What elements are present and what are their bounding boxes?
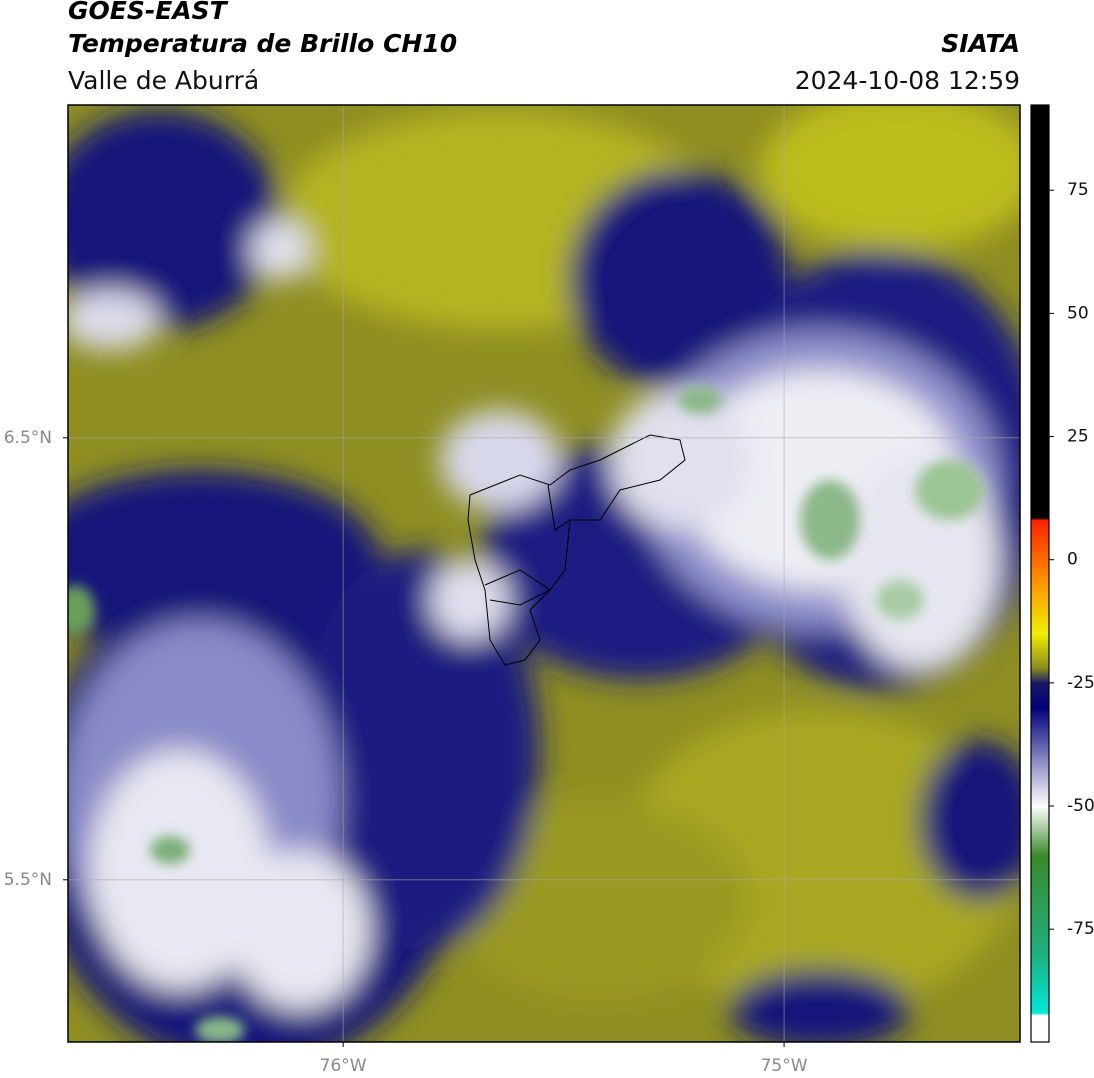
colorbar-tick-label: 75 bbox=[1067, 180, 1089, 200]
colorbar-segment bbox=[1031, 953, 1049, 1014]
x-tick-label: 75°W bbox=[761, 1056, 808, 1076]
satellite-image bbox=[68, 105, 1020, 1042]
colorbar-segment bbox=[1031, 806, 1049, 856]
colorbar bbox=[1031, 105, 1054, 1043]
colorbar-tick-label: 0 bbox=[1067, 550, 1078, 570]
colorbar-tick-label: 50 bbox=[1067, 303, 1089, 323]
source: SIATA bbox=[941, 29, 1020, 58]
colorbar-segment bbox=[1031, 682, 1049, 708]
colorbar-segment bbox=[1031, 105, 1049, 519]
y-tick-label: 6.5°N bbox=[4, 428, 52, 448]
colorbar-segment bbox=[1031, 633, 1049, 669]
colorbar-tick-label: -50 bbox=[1067, 796, 1094, 816]
colorbar-segment bbox=[1031, 756, 1049, 807]
datetime: 2024-10-08 12:59 bbox=[795, 66, 1020, 95]
aburra-boundary bbox=[467, 434, 686, 666]
colorbar-segment bbox=[1031, 707, 1049, 758]
grid bbox=[63, 105, 1020, 1047]
colorbar-segment bbox=[1031, 584, 1049, 635]
municipal-line bbox=[484, 569, 551, 606]
colorbar-segment bbox=[1031, 1015, 1049, 1043]
colorbar-segment bbox=[1031, 855, 1049, 955]
title: GOES-EAST bbox=[68, 0, 229, 25]
region: Valle de Aburrá bbox=[68, 66, 259, 95]
colorbar-segment bbox=[1031, 520, 1049, 585]
map-frame bbox=[67, 104, 1021, 1043]
colorbar-segment bbox=[1031, 1012, 1049, 1016]
subtitle: Temperatura de Brillo CH10 bbox=[68, 29, 457, 58]
x-tick-label: 76°W bbox=[320, 1056, 367, 1076]
municipal-line bbox=[547, 484, 571, 531]
colorbar-tick-label: 25 bbox=[1067, 427, 1089, 447]
y-tick-label: 5.5°N bbox=[4, 870, 52, 890]
colorbar-segment bbox=[1031, 517, 1049, 521]
colorbar-frame bbox=[1030, 104, 1050, 1043]
colorbar-segment bbox=[1031, 668, 1049, 684]
colorbar-tick-label: -25 bbox=[1067, 673, 1094, 693]
colorbar-tick-label: -75 bbox=[1067, 919, 1094, 939]
